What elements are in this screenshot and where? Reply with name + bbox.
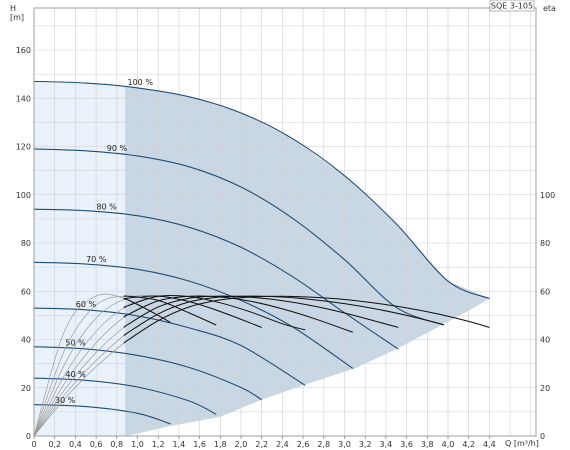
x-axis-label: Q [m³/h] bbox=[505, 439, 539, 448]
y-tick-label: 120 bbox=[16, 143, 31, 152]
x-tick-label: 1,2 bbox=[152, 440, 165, 449]
x-tick-label: 4,4 bbox=[483, 440, 496, 449]
x-tick-label: 4,2 bbox=[462, 440, 475, 449]
y2-tick-label: 100 bbox=[540, 191, 555, 200]
head-curve-40-percent bbox=[33, 377, 217, 415]
y2-tick-label: 60 bbox=[540, 287, 550, 296]
efficiency-curve bbox=[123, 294, 306, 331]
x-tick-label: 2,8 bbox=[317, 440, 330, 449]
axis-ticks: 0 0,2 0,4 0,6 0,8 1,0 1,2 1,4 1,6 1,8 2,0 2,2 2,4 2,6… bbox=[16, 46, 556, 449]
head-curve-100-percent bbox=[33, 80, 490, 300]
x-tick-label: 0,6 bbox=[90, 440, 103, 449]
y-tick-label: 40 bbox=[21, 336, 31, 345]
y-tick-label: 60 bbox=[21, 287, 31, 296]
curve-labels: 100 % 90 % 80 % 70 % 60 % 50 % 40 % 30 % bbox=[55, 78, 153, 405]
x-tick-label: 1,6 bbox=[193, 440, 206, 449]
y-tick-label: 100 bbox=[16, 191, 31, 200]
efficiency-curve bbox=[123, 295, 445, 336]
x-tick-label: 3,4 bbox=[380, 440, 393, 449]
y-tick-label: 80 bbox=[21, 239, 31, 248]
x-tick-label: 4,0 bbox=[442, 440, 455, 449]
x-tick-label: 3,8 bbox=[421, 440, 434, 449]
y2-axis-label: eta bbox=[543, 4, 556, 13]
x-tick-label: 2,2 bbox=[255, 440, 268, 449]
head-curve-90-percent bbox=[33, 148, 445, 326]
efficiency-curves bbox=[33, 293, 490, 437]
x-tick-label: 1,0 bbox=[131, 440, 144, 449]
y-tick-label: 20 bbox=[21, 384, 31, 393]
curve-label: 80 % bbox=[96, 203, 117, 212]
x-tick-label: 3,0 bbox=[338, 440, 351, 449]
curve-label: 50 % bbox=[65, 338, 86, 347]
efficiency-curve bbox=[123, 295, 217, 326]
y2-tick-label: 40 bbox=[540, 336, 550, 345]
curve-label: 100 % bbox=[128, 78, 154, 87]
head-curve-60-percent bbox=[33, 307, 306, 386]
x-tick-label: 3,6 bbox=[400, 440, 413, 449]
curve-label: 70 % bbox=[86, 255, 107, 264]
x-tick-label: 2,0 bbox=[235, 440, 248, 449]
curve-label: 30 % bbox=[55, 396, 76, 405]
efficiency-curve bbox=[123, 295, 262, 328]
x-tick-label: 2,6 bbox=[297, 440, 310, 449]
y2-tick-label: 80 bbox=[540, 239, 550, 248]
y2-tick-label: 20 bbox=[540, 384, 550, 393]
head-curve-50-percent bbox=[33, 346, 262, 401]
chart-grid bbox=[34, 8, 536, 436]
x-tick-label: 0 bbox=[31, 440, 36, 449]
efficiency-curve bbox=[123, 295, 353, 333]
efficiency-curve bbox=[123, 295, 490, 344]
x-tick-label: 3,2 bbox=[359, 440, 372, 449]
y2-tick-label: 0 bbox=[540, 432, 545, 441]
y-tick-label: 0 bbox=[26, 432, 31, 441]
efficiency-curve bbox=[123, 297, 171, 324]
x-tick-label: 1,4 bbox=[173, 440, 186, 449]
operating-area-main bbox=[125, 86, 490, 436]
x-tick-label: 2,4 bbox=[276, 440, 289, 449]
x-tick-label: 1,8 bbox=[214, 440, 227, 449]
x-tick-label: 0,4 bbox=[69, 440, 82, 449]
y-tick-label: 160 bbox=[16, 46, 31, 55]
efficiency-curve bbox=[123, 295, 399, 328]
curve-label: 40 % bbox=[65, 370, 86, 379]
x-tick-label: 0,8 bbox=[110, 440, 123, 449]
x-tick-label: 0,2 bbox=[48, 440, 61, 449]
chart-title: SQE 3-105 bbox=[491, 2, 533, 11]
curve-label: 90 % bbox=[107, 144, 128, 153]
curve-label: 60 % bbox=[76, 300, 97, 309]
y-tick-label: 140 bbox=[16, 94, 31, 103]
plot-frame bbox=[33, 7, 537, 437]
chart-title-box bbox=[489, 0, 535, 12]
y-axis-label: H [m] bbox=[10, 4, 24, 22]
